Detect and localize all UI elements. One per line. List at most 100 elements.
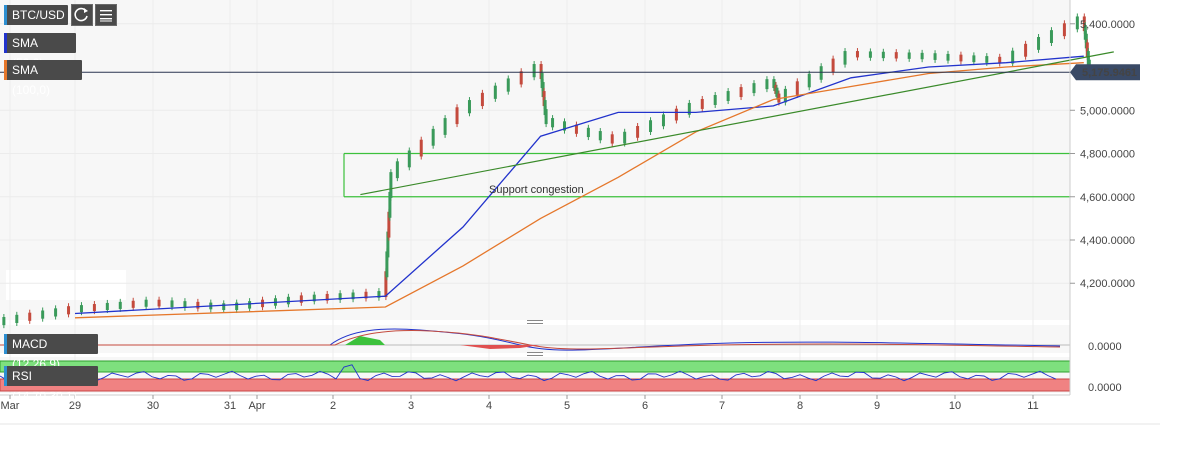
candle-body [752,83,756,94]
x-tick-label: 9 [874,400,880,412]
refresh-icon [74,7,88,22]
candle-body [384,271,388,298]
candle-body [312,294,316,302]
indicators-button[interactable] [95,4,117,26]
candle-body [623,131,627,144]
legend-sma-100-swatch [4,60,7,80]
candle-body [1049,30,1053,43]
candle-body [959,54,963,62]
candle-body [222,303,226,311]
candle-body [586,127,590,138]
candle-body [713,95,717,105]
candle-body [41,310,45,319]
candle-body [598,131,602,141]
candle-body [170,300,174,308]
candle-body [338,293,342,300]
candle-body [574,124,578,134]
macd-signal-line [0,330,1061,350]
candle-body [946,53,950,61]
candle-body [1062,23,1066,37]
y-axis-ticks: 4,200.0000 4,400.0000 4,600.0000 4,800.0000… [1070,19,1135,290]
macd-plot-area[interactable] [0,325,1070,353]
main-plot-area[interactable] [0,0,1070,320]
candle-body [455,107,459,125]
candle-body [819,66,823,80]
candle-body [118,301,122,309]
candle-body [388,191,392,218]
y-tick-label: 4,600.0000 [1080,192,1135,204]
candle-body [855,51,859,58]
macd-line [0,328,1061,351]
candle-body [1086,51,1090,66]
candle-body [972,55,976,63]
y-tick-label: 4,400.0000 [1080,235,1135,247]
symbol-label[interactable]: BTC/USD [4,5,68,25]
candle-body [795,81,799,95]
candle-body [67,306,71,315]
candle-body [687,102,691,115]
x-tick-label: 30 [147,400,159,412]
candle-body [286,296,290,305]
x-tick-label: 5 [564,400,570,412]
x-tick-label: 3 [408,400,414,412]
macd-swatch [4,334,7,354]
candle-body [541,82,545,98]
refresh-button[interactable] [71,4,93,26]
candle-body [443,118,447,135]
candle-body [144,299,148,307]
candle-body [540,73,544,89]
candle-body [248,301,252,309]
candle-body [1085,42,1089,58]
candle-body [364,291,368,299]
legend-sma-50-swatch [4,33,7,53]
candle-body [765,79,769,90]
x-tick-label: 8 [797,400,803,412]
candle-body [28,312,32,321]
x-tick-label: 10 [949,400,961,412]
y-tick-label: 4,800.0000 [1080,149,1135,161]
y-tick-label: 4,200.0000 [1080,278,1135,290]
x-tick-label: Mar [1,400,20,412]
candle-body [389,172,393,198]
candle-body [544,109,548,125]
candle-body [1082,16,1086,32]
macd-label[interactable]: MACD (12,26,9) [4,334,98,371]
candle-body [542,91,546,107]
candle-body [395,161,399,179]
candle-body [431,128,435,146]
rsi-swatch [4,366,7,386]
rsi-label-text: RSI (14,70,30,1) [12,369,77,403]
x-tick-label: 11 [1027,400,1038,412]
candle-body [2,317,6,326]
x-tick-label: 29 [69,400,81,412]
rsi-overbought-band [0,360,1071,373]
candle-body [551,118,555,128]
candle-body [563,121,566,131]
sma-line [74,55,1084,315]
candle-body [183,301,187,308]
legend-sma-50[interactable]: SMA (50,0) [4,33,76,70]
candle-body [54,308,58,317]
legend-sma-100[interactable]: SMA (100,0) [4,60,82,97]
candle-body [543,100,547,116]
candle-body [674,108,678,121]
candle-body [519,71,523,85]
candle-body [868,51,872,58]
candle-body [105,302,109,311]
candle-body [480,92,484,107]
macd-histogram-positive [345,336,385,345]
candle-body [467,100,471,114]
candle-body [783,88,787,103]
candle-body [351,292,355,300]
candle-body [1075,16,1079,30]
symbol-swatch [4,5,7,25]
macd-resize-handle[interactable] [527,320,543,324]
rsi-oversold-band [0,378,1071,392]
candle-body [894,52,898,59]
rsi-resize-handle[interactable] [527,352,543,356]
candle-body [1083,25,1087,40]
rsi-value-label: 0.0000 [1088,382,1122,394]
candle-body [157,299,161,307]
rsi-label[interactable]: RSI (14,70,30,1) [4,366,98,403]
